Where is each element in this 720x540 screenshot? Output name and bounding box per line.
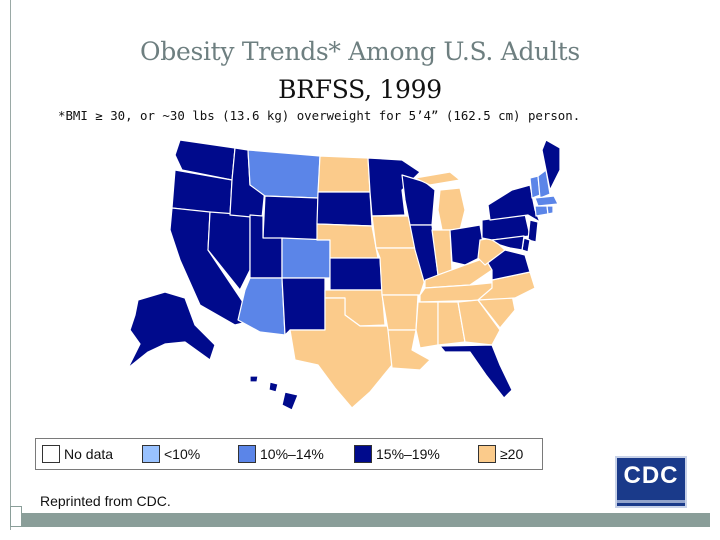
state-new-mexico (281, 277, 326, 336)
state-hawaii-big (281, 391, 299, 411)
legend-label: 10%–14% (260, 446, 324, 462)
state-colorado (281, 237, 331, 279)
state-south-dakota (316, 191, 373, 227)
legend-label: 15%–19% (376, 446, 440, 462)
state-rhode-island (546, 205, 554, 215)
state-new-jersey (527, 219, 539, 243)
state-texas (289, 297, 393, 409)
legend-item-no-data: No data (42, 445, 113, 463)
state-kansas (329, 257, 383, 291)
legend-item-lt10: <10% (142, 445, 200, 463)
title-line-1: Obesity Trends* Among U.S. Adults (140, 37, 580, 66)
state-maryland (491, 235, 525, 251)
state-washington (174, 139, 236, 181)
state-georgia (457, 299, 501, 346)
reprint-credit: Reprinted from CDC. (40, 493, 171, 509)
legend-swatch (142, 445, 160, 463)
legend-swatch (354, 445, 372, 463)
legend-item-ge20: ≥20 (478, 445, 523, 463)
state-mississippi (415, 301, 439, 349)
cdc-logo-stripe (617, 500, 685, 503)
state-wyoming (262, 195, 319, 241)
state-florida (439, 344, 513, 399)
bmi-footnote: *BMI ≥ 30, or ~30 lbs (13.6 kg) overweig… (58, 108, 581, 123)
state-arkansas (381, 294, 419, 331)
state-hawaii-maui (268, 381, 279, 393)
state-arizona (237, 277, 286, 336)
state-north-dakota (317, 155, 371, 193)
legend-item-10-14: 10%–14% (238, 445, 324, 463)
state-michigan (437, 187, 466, 231)
cdc-logo-text: CDC (623, 462, 679, 489)
title-line-2: BRFSS, 1999 (278, 75, 442, 104)
state-minnesota (367, 157, 421, 217)
frame-left-line (10, 0, 11, 530)
state-alabama (437, 301, 466, 346)
legend-label: ≥20 (500, 446, 524, 462)
state-maine (541, 139, 560, 191)
legend-swatch (478, 445, 496, 463)
state-michigan-up (414, 171, 461, 186)
legend-swatch (42, 445, 60, 463)
legend-label: No data (64, 446, 114, 462)
state-ohio (449, 224, 486, 266)
cdc-logo: CDC (615, 456, 687, 508)
map-legend: No data <10% 10%–14% 15%–19% ≥20 (35, 438, 543, 470)
legend-swatch (238, 445, 256, 463)
frame-bottom-bar (10, 513, 710, 527)
state-hawaii-oahu (249, 375, 259, 383)
legend-item-15-19: 15%–19% (354, 445, 440, 463)
state-massachusetts (534, 195, 559, 207)
us-obesity-map (127, 139, 560, 411)
state-alaska (127, 291, 216, 369)
legend-label: <10% (164, 446, 201, 462)
frame-notch (10, 506, 22, 527)
state-connecticut (534, 205, 549, 217)
state-montana (247, 149, 321, 199)
